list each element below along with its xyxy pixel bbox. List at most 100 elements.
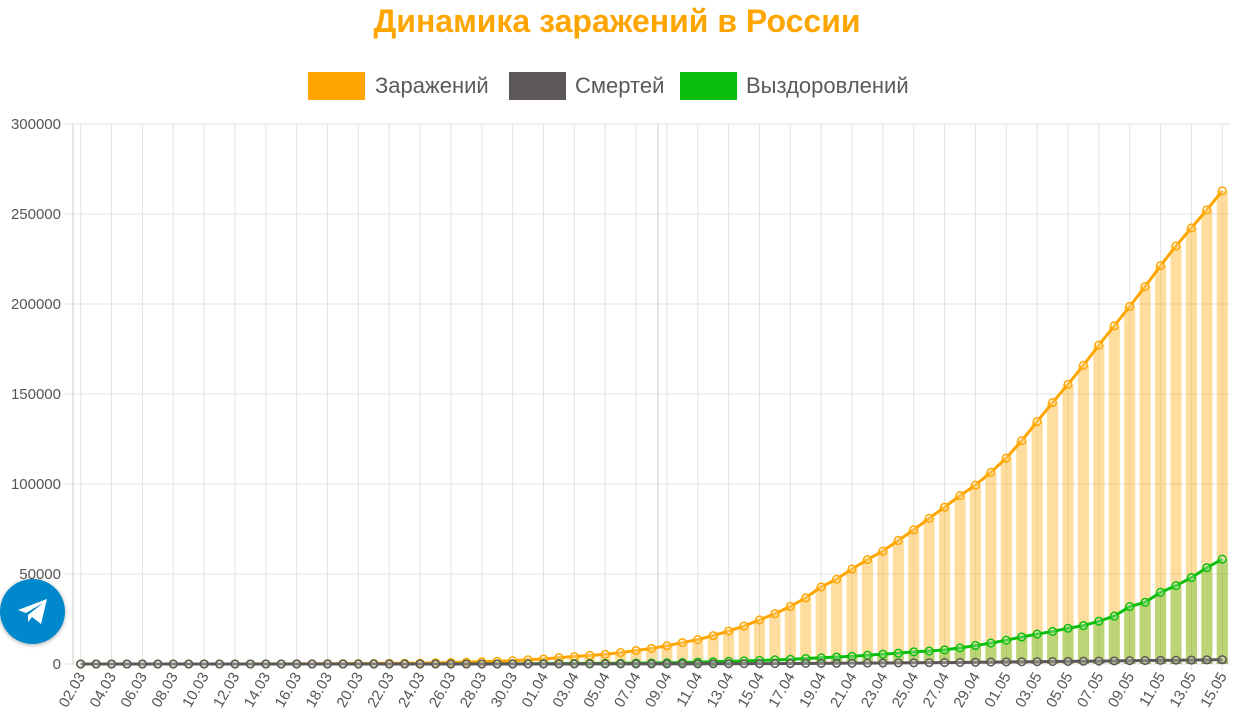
point-0[interactable] xyxy=(1109,321,1119,331)
point-1[interactable] xyxy=(1017,657,1027,667)
point-2[interactable] xyxy=(1001,635,1011,645)
point-2[interactable] xyxy=(1078,621,1088,631)
point-1[interactable] xyxy=(91,659,101,669)
point-1[interactable] xyxy=(909,658,919,668)
legend-swatch-2[interactable] xyxy=(680,72,737,100)
point-0[interactable] xyxy=(909,525,919,535)
point-1[interactable] xyxy=(739,659,749,669)
point-2[interactable] xyxy=(909,647,919,657)
point-1[interactable] xyxy=(523,659,533,669)
point-1[interactable] xyxy=(153,659,163,669)
point-2[interactable] xyxy=(1217,554,1227,564)
point-1[interactable] xyxy=(292,659,302,669)
point-0[interactable] xyxy=(801,593,811,603)
point-1[interactable] xyxy=(184,659,194,669)
point-2[interactable] xyxy=(1094,616,1104,626)
point-2[interactable] xyxy=(1171,581,1181,591)
point-0[interactable] xyxy=(662,641,672,651)
point-1[interactable] xyxy=(970,657,981,667)
point-0[interactable] xyxy=(785,601,795,611)
point-1[interactable] xyxy=(1217,655,1227,665)
point-1[interactable] xyxy=(1140,656,1150,666)
point-0[interactable] xyxy=(1048,397,1058,408)
point-1[interactable] xyxy=(1078,656,1088,666)
point-0[interactable] xyxy=(924,513,934,523)
point-0[interactable] xyxy=(986,467,996,477)
point-1[interactable] xyxy=(955,657,965,667)
point-0[interactable] xyxy=(739,621,749,631)
point-1[interactable] xyxy=(1048,657,1058,667)
point-1[interactable] xyxy=(199,659,209,669)
point-0[interactable] xyxy=(1032,417,1042,427)
point-0[interactable] xyxy=(677,637,687,648)
point-0[interactable] xyxy=(893,535,903,546)
point-0[interactable] xyxy=(770,609,780,619)
point-2[interactable] xyxy=(1186,573,1196,583)
point-0[interactable] xyxy=(646,643,657,653)
point-1[interactable] xyxy=(1032,657,1042,667)
point-2[interactable] xyxy=(970,640,981,651)
point-0[interactable] xyxy=(816,582,826,592)
point-2[interactable] xyxy=(955,643,965,653)
point-2[interactable] xyxy=(1156,587,1166,597)
point-1[interactable] xyxy=(878,658,888,668)
point-1[interactable] xyxy=(816,658,826,668)
point-1[interactable] xyxy=(1094,656,1104,666)
point-1[interactable] xyxy=(554,659,564,669)
point-0[interactable] xyxy=(970,480,981,490)
point-2[interactable] xyxy=(1125,602,1135,612)
legend-swatch-1[interactable] xyxy=(509,72,566,100)
point-1[interactable] xyxy=(677,659,687,669)
point-1[interactable] xyxy=(122,659,132,669)
point-2[interactable] xyxy=(1048,626,1058,636)
point-0[interactable] xyxy=(955,491,965,501)
point-0[interactable] xyxy=(1063,379,1073,389)
point-1[interactable] xyxy=(230,659,240,669)
telegram-button[interactable] xyxy=(0,579,65,644)
point-1[interactable] xyxy=(986,657,996,667)
point-2[interactable] xyxy=(940,645,950,655)
point-1[interactable] xyxy=(616,659,626,669)
point-1[interactable] xyxy=(1171,655,1181,665)
legend-label-2[interactable]: Выздоровлений xyxy=(746,73,909,98)
point-2[interactable] xyxy=(1140,597,1150,607)
point-1[interactable] xyxy=(662,659,672,669)
point-1[interactable] xyxy=(400,659,410,669)
point-1[interactable] xyxy=(477,659,487,669)
point-2[interactable] xyxy=(862,650,873,660)
point-1[interactable] xyxy=(245,659,255,669)
point-0[interactable] xyxy=(600,649,610,659)
point-0[interactable] xyxy=(724,626,734,636)
point-1[interactable] xyxy=(1125,656,1135,666)
point-1[interactable] xyxy=(600,659,610,669)
point-2[interactable] xyxy=(924,646,934,656)
point-1[interactable] xyxy=(492,659,502,669)
point-0[interactable] xyxy=(847,564,857,574)
point-1[interactable] xyxy=(1001,657,1011,667)
point-0[interactable] xyxy=(1217,186,1227,196)
point-0[interactable] xyxy=(1202,205,1212,215)
point-1[interactable] xyxy=(708,659,718,669)
point-2[interactable] xyxy=(878,649,888,659)
point-1[interactable] xyxy=(693,659,703,669)
point-1[interactable] xyxy=(338,659,348,669)
point-1[interactable] xyxy=(569,659,579,669)
point-1[interactable] xyxy=(307,659,317,669)
point-2[interactable] xyxy=(1063,623,1073,633)
point-1[interactable] xyxy=(369,659,379,669)
point-0[interactable] xyxy=(1140,282,1150,292)
point-1[interactable] xyxy=(1186,655,1196,665)
point-1[interactable] xyxy=(847,658,857,668)
point-2[interactable] xyxy=(1032,629,1042,639)
point-0[interactable] xyxy=(878,546,888,556)
point-1[interactable] xyxy=(646,659,657,669)
point-1[interactable] xyxy=(538,659,549,669)
point-1[interactable] xyxy=(1063,656,1073,666)
point-0[interactable] xyxy=(1001,453,1011,463)
legend-label-0[interactable]: Заражений xyxy=(375,73,489,98)
legend-label-1[interactable]: Смертей xyxy=(575,73,664,98)
point-0[interactable] xyxy=(754,615,765,625)
point-1[interactable] xyxy=(384,659,394,669)
point-2[interactable] xyxy=(1109,611,1119,621)
point-1[interactable] xyxy=(261,659,271,669)
